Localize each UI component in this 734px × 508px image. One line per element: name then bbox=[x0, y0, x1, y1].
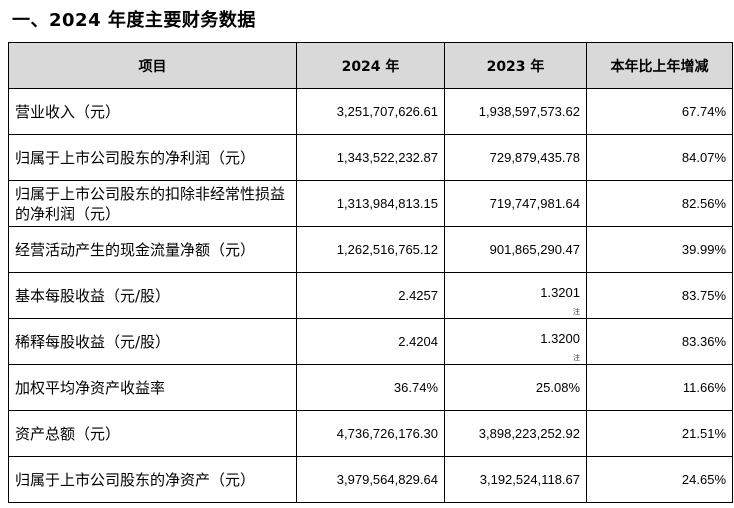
table-row: 归属于上市公司股东的扣除非经常性损益的净利润（元） 1,313,984,813.… bbox=[8, 180, 733, 227]
column-header-2024: 2024 年 bbox=[296, 42, 445, 89]
value-2023-cell: 1.3201 注 bbox=[444, 272, 587, 319]
value-change: 21.51% bbox=[586, 410, 733, 457]
value-2024: 1,343,522,232.87 bbox=[296, 134, 445, 181]
row-label: 经营活动产生的现金流量净额（元） bbox=[8, 226, 297, 273]
value-change: 11.66% bbox=[586, 364, 733, 411]
row-label: 资产总额（元） bbox=[8, 410, 297, 457]
table-row: 归属于上市公司股东的净资产（元） 3,979,564,829.64 3,192,… bbox=[8, 456, 733, 503]
value-2023: 3,192,524,118.67 bbox=[444, 456, 587, 503]
value-2023: 719,747,981.64 bbox=[444, 180, 587, 227]
footnote-marker: 注 bbox=[573, 308, 580, 316]
column-header-item: 项目 bbox=[8, 42, 297, 89]
table-row: 经营活动产生的现金流量净额（元） 1,262,516,765.12 901,86… bbox=[8, 226, 733, 273]
value-2023: 729,879,435.78 bbox=[444, 134, 587, 181]
footnote-marker: 注 bbox=[573, 354, 580, 362]
value-2023: 1,938,597,573.62 bbox=[444, 88, 587, 135]
value-2024: 3,251,707,626.61 bbox=[296, 88, 445, 135]
value-change: 82.56% bbox=[586, 180, 733, 227]
value-2023: 1.3200 bbox=[540, 331, 580, 346]
financial-data-table: 项目 2024 年 2023 年 本年比上年增减 营业收入（元） 3,251,7… bbox=[8, 42, 733, 503]
value-2024: 4,736,726,176.30 bbox=[296, 410, 445, 457]
value-2024: 2.4204 bbox=[296, 318, 445, 365]
section-heading: 一、2024 年度主要财务数据 bbox=[12, 10, 256, 31]
value-change: 67.74% bbox=[586, 88, 733, 135]
value-2023: 3,898,223,252.92 bbox=[444, 410, 587, 457]
table-row: 稀释每股收益（元/股） 2.4204 1.3200 注 83.36% bbox=[8, 318, 733, 365]
row-label: 营业收入（元） bbox=[8, 88, 297, 135]
column-header-2023: 2023 年 bbox=[444, 42, 587, 89]
value-2024: 3,979,564,829.64 bbox=[296, 456, 445, 503]
table-row: 营业收入（元） 3,251,707,626.61 1,938,597,573.6… bbox=[8, 88, 733, 135]
value-2023: 901,865,290.47 bbox=[444, 226, 587, 273]
value-2024: 1,262,516,765.12 bbox=[296, 226, 445, 273]
value-2024: 36.74% bbox=[296, 364, 445, 411]
row-label: 稀释每股收益（元/股） bbox=[8, 318, 297, 365]
table-header-row: 项目 2024 年 2023 年 本年比上年增减 bbox=[8, 42, 733, 89]
value-2023-cell: 1.3200 注 bbox=[444, 318, 587, 365]
table-row: 资产总额（元） 4,736,726,176.30 3,898,223,252.9… bbox=[8, 410, 733, 457]
row-label: 归属于上市公司股东的扣除非经常性损益的净利润（元） bbox=[8, 180, 297, 227]
value-2023: 1.3201 bbox=[540, 285, 580, 300]
value-2024: 1,313,984,813.15 bbox=[296, 180, 445, 227]
table-row: 归属于上市公司股东的净利润（元） 1,343,522,232.87 729,87… bbox=[8, 134, 733, 181]
value-2023: 25.08% bbox=[444, 364, 587, 411]
value-change: 84.07% bbox=[586, 134, 733, 181]
value-change: 83.36% bbox=[586, 318, 733, 365]
value-change: 39.99% bbox=[586, 226, 733, 273]
row-label: 加权平均净资产收益率 bbox=[8, 364, 297, 411]
row-label: 基本每股收益（元/股） bbox=[8, 272, 297, 319]
row-label: 归属于上市公司股东的净资产（元） bbox=[8, 456, 297, 503]
table-row: 加权平均净资产收益率 36.74% 25.08% 11.66% bbox=[8, 364, 733, 411]
table-row: 基本每股收益（元/股） 2.4257 1.3201 注 83.75% bbox=[8, 272, 733, 319]
value-change: 83.75% bbox=[586, 272, 733, 319]
value-2024: 2.4257 bbox=[296, 272, 445, 319]
column-header-change: 本年比上年增减 bbox=[586, 42, 733, 89]
value-change: 24.65% bbox=[586, 456, 733, 503]
row-label: 归属于上市公司股东的净利润（元） bbox=[8, 134, 297, 181]
